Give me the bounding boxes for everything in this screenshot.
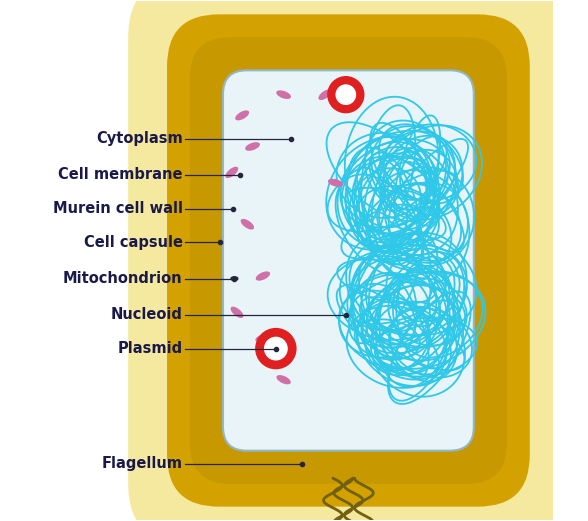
Ellipse shape bbox=[318, 89, 332, 100]
Ellipse shape bbox=[225, 167, 238, 178]
Text: Cell membrane: Cell membrane bbox=[58, 167, 183, 182]
FancyBboxPatch shape bbox=[223, 70, 474, 451]
FancyBboxPatch shape bbox=[128, 0, 569, 521]
Text: Murein cell wall: Murein cell wall bbox=[52, 201, 183, 216]
Text: Cell capsule: Cell capsule bbox=[83, 235, 183, 250]
Circle shape bbox=[327, 76, 365, 114]
Ellipse shape bbox=[240, 219, 254, 230]
Ellipse shape bbox=[255, 334, 270, 342]
Text: Flagellum: Flagellum bbox=[102, 456, 183, 471]
Ellipse shape bbox=[230, 276, 239, 281]
FancyBboxPatch shape bbox=[167, 15, 530, 506]
Ellipse shape bbox=[276, 90, 291, 99]
Text: Plasmid: Plasmid bbox=[118, 341, 183, 356]
Ellipse shape bbox=[328, 179, 343, 187]
Text: Cytoplasm: Cytoplasm bbox=[96, 131, 183, 146]
Text: Mitochondrion: Mitochondrion bbox=[63, 271, 183, 286]
Ellipse shape bbox=[245, 142, 260, 151]
Ellipse shape bbox=[276, 375, 291, 384]
Circle shape bbox=[264, 337, 288, 361]
Circle shape bbox=[336, 84, 356, 105]
Circle shape bbox=[255, 328, 296, 369]
Ellipse shape bbox=[235, 110, 249, 120]
Text: Nucleoid: Nucleoid bbox=[111, 307, 183, 322]
FancyBboxPatch shape bbox=[190, 37, 507, 484]
Ellipse shape bbox=[230, 306, 243, 318]
Ellipse shape bbox=[256, 271, 270, 281]
